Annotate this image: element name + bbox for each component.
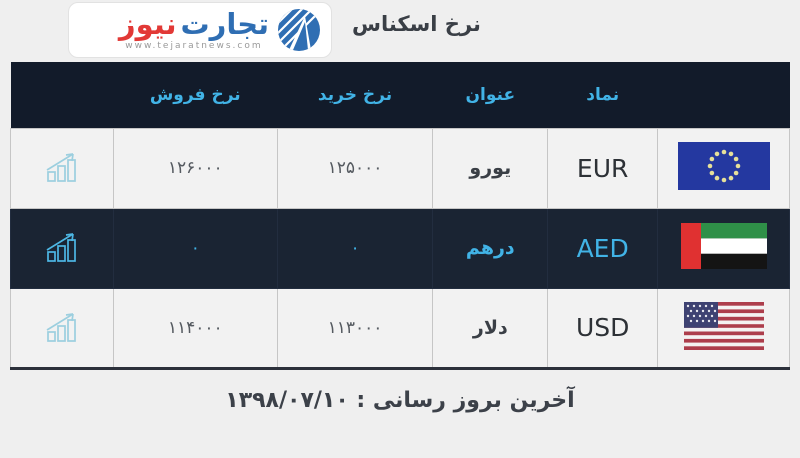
column-header-symbol: نماد — [586, 84, 620, 105]
sell-rate-value: ۰ — [112, 207, 278, 289]
eu-flag-icon — [677, 142, 770, 190]
page-title: نرخ اسکناس — [352, 12, 481, 36]
table-row-aed: AED درهم ۰ ۰ — [10, 207, 790, 289]
exchange-rates-table: نماد عنوان نرخ خرید نرخ فروش — [10, 62, 790, 370]
currency-symbol: USD — [547, 287, 659, 369]
trend-up-chart-icon[interactable] — [42, 148, 82, 184]
column-header-sell-rate: نرخ فروش — [149, 84, 241, 105]
sell-rate-value: ۱۱۴۰۰۰ — [112, 287, 278, 369]
uae-flag-icon — [680, 223, 767, 269]
tejaratnews-logo-icon — [275, 6, 323, 54]
table-row-usd: USD دلار ۱۱۳۰۰۰ ۱۱۴۰۰۰ — [10, 287, 790, 369]
column-header-chart — [11, 62, 114, 128]
currency-title: دلار — [432, 287, 549, 369]
brand-name-blue: تجارت — [180, 6, 269, 41]
currency-title: یورو — [432, 127, 549, 209]
sell-rate-value: ۱۲۶۰۰۰ — [112, 127, 278, 209]
brand-name-red: نیوز — [118, 6, 177, 41]
column-header-flag — [658, 62, 790, 128]
trend-up-chart-icon[interactable] — [42, 308, 82, 344]
column-header-title: عنوان — [465, 84, 516, 105]
column-header-buy-rate: نرخ خرید — [317, 84, 393, 105]
last-update-text: آخرین بروز رسانی : ۱۳۹۸/۰۷/۱۰ — [225, 388, 575, 413]
table-row-eur: EUR یورو ۱۲۵۰۰۰ ۱۲۶۰۰۰ — [10, 127, 790, 209]
buy-rate-value: ۱۱۳۰۰۰ — [276, 287, 434, 369]
trend-up-chart-icon[interactable] — [42, 228, 82, 264]
tejaratnews-logo[interactable]: تجارت نیوز www.tejaratnews.com — [68, 2, 332, 58]
buy-rate-value: ۱۲۵۰۰۰ — [276, 127, 434, 209]
table-header-row: نماد عنوان نرخ خرید نرخ فروش — [10, 62, 790, 128]
brand-website-url: www.tejaratnews.com — [125, 40, 263, 51]
buy-rate-value: ۰ — [276, 207, 434, 289]
currency-symbol: AED — [547, 207, 659, 289]
tejaratnews-logo-text: تجارت نیوز www.tejaratnews.com — [118, 6, 269, 51]
currency-symbol: EUR — [547, 127, 659, 209]
currency-title: درهم — [432, 207, 549, 289]
us-flag-icon — [683, 301, 764, 350]
